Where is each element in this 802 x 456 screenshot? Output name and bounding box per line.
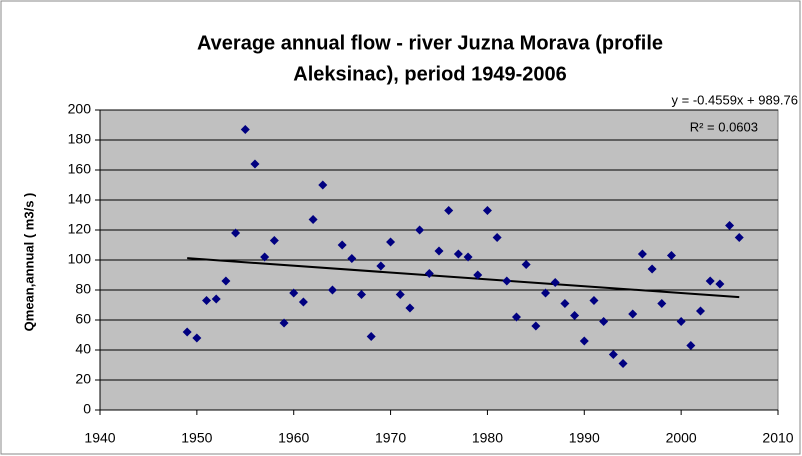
data-point [434, 246, 444, 256]
y-tick-label: 40 [75, 341, 91, 357]
x-tick-label: 1940 [84, 430, 115, 446]
data-point [473, 270, 483, 280]
data-point [734, 233, 744, 242]
data-point [647, 264, 657, 274]
chart-title-line: Average annual flow - river Juzna Morava… [197, 32, 663, 54]
data-point [318, 180, 328, 190]
y-tick-label: 0 [83, 401, 91, 417]
data-point [347, 254, 357, 263]
data-point [666, 251, 676, 260]
data-point [570, 311, 580, 320]
data-point [386, 237, 396, 247]
data-point [260, 252, 270, 262]
x-tick-label: 1980 [472, 430, 503, 446]
data-point [560, 299, 570, 308]
data-point [279, 318, 289, 328]
y-tick-label: 80 [75, 281, 91, 297]
data-point [211, 294, 221, 304]
data-point [289, 288, 299, 298]
trendline [187, 257, 740, 299]
data-point [608, 350, 618, 359]
data-point [502, 276, 512, 286]
data-point [366, 332, 376, 341]
y-axis-label: Qmean,annual ( m3/s ) [21, 193, 36, 332]
data-point [240, 125, 250, 134]
x-tick-label: 1950 [181, 430, 212, 446]
data-point [725, 221, 735, 230]
y-tick-label: 140 [68, 191, 92, 207]
y-tick-label: 200 [68, 101, 92, 117]
data-point [599, 317, 609, 326]
data-point [269, 236, 279, 245]
data-point [589, 296, 599, 305]
data-point [182, 327, 192, 337]
data-point [511, 312, 521, 322]
y-tick-label: 100 [68, 251, 92, 267]
data-point [444, 206, 454, 215]
data-point [463, 252, 473, 262]
data-point [424, 269, 434, 278]
data-point [541, 288, 551, 298]
x-tick-label: 1970 [375, 430, 406, 446]
chart-title-line: Aleksinac), period 1949-2006 [293, 63, 566, 85]
data-point [705, 276, 715, 286]
data-point [395, 290, 405, 299]
data-point [686, 341, 696, 350]
data-point [696, 306, 706, 316]
data-point [415, 225, 425, 235]
data-point [250, 159, 260, 169]
x-tick-label: 1960 [278, 430, 309, 446]
data-point [531, 321, 541, 331]
data-point [337, 240, 347, 250]
data-point [628, 309, 638, 319]
y-tick-label: 20 [75, 371, 91, 387]
data-point [192, 333, 202, 343]
data-point [618, 359, 628, 368]
data-point [637, 249, 647, 259]
data-point [405, 303, 415, 313]
data-point [453, 249, 463, 259]
y-tick-label: 180 [68, 131, 92, 147]
data-point [482, 206, 492, 215]
x-tick-label: 2000 [666, 430, 697, 446]
data-point [327, 285, 337, 295]
data-point [715, 279, 725, 289]
data-point [521, 260, 531, 269]
data-point [550, 278, 560, 287]
data-point [376, 261, 386, 271]
data-point [492, 233, 502, 242]
y-tick-label: 60 [75, 311, 91, 327]
data-point [202, 296, 212, 305]
data-point [579, 336, 589, 346]
y-tick-label: 160 [68, 161, 92, 177]
data-point [657, 299, 667, 308]
r-squared: R² = 0.0603 [690, 119, 758, 134]
data-point [676, 317, 686, 326]
data-point [308, 215, 318, 224]
x-tick-label: 2010 [762, 430, 793, 446]
data-point [231, 228, 241, 238]
y-tick-label: 120 [68, 221, 92, 237]
trendline-equation: y = -0.4559x + 989.76 [672, 92, 798, 107]
data-point [221, 276, 231, 286]
data-point [298, 297, 308, 307]
data-point [357, 290, 367, 299]
x-tick-label: 1990 [569, 430, 600, 446]
